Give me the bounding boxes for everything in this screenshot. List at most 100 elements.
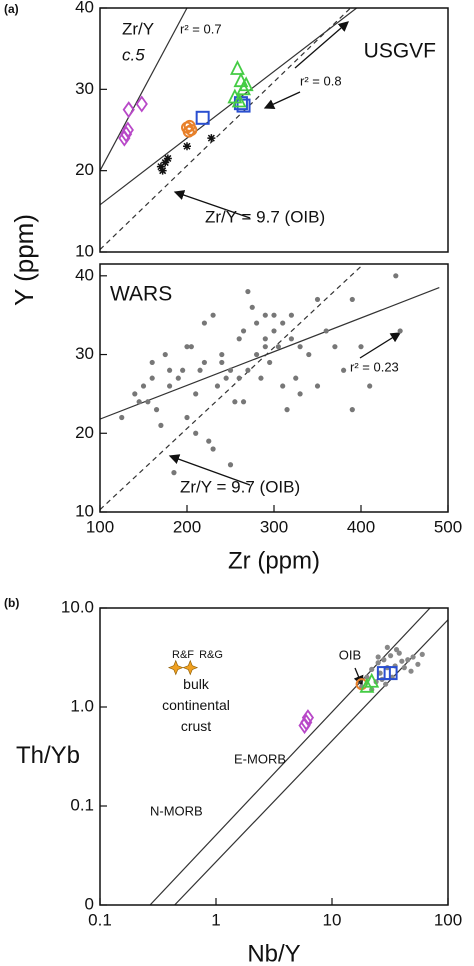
point: [245, 288, 251, 295]
point: [288, 336, 294, 342]
point: [118, 129, 131, 147]
panel-label: (a): [4, 2, 19, 16]
x-tick-label: 10: [323, 910, 342, 929]
point: [387, 653, 394, 659]
annotation: R&G: [199, 649, 223, 661]
point: [314, 383, 321, 389]
point: [419, 651, 425, 657]
point: [171, 470, 177, 476]
point: [236, 98, 251, 113]
point: [140, 383, 147, 389]
point: [145, 399, 151, 405]
point: [236, 375, 242, 381]
point: [349, 407, 355, 413]
point: [249, 304, 255, 310]
point: [230, 59, 245, 75]
point: [149, 359, 155, 366]
point: [369, 666, 375, 672]
x-axis-label: Nb/Y: [247, 940, 300, 966]
y-tick-label: 10.0: [61, 597, 94, 616]
point: [297, 344, 303, 350]
x-tick-label: 200: [173, 517, 201, 536]
point: [314, 296, 321, 303]
point: [364, 672, 380, 688]
annotation: Zr/Y = 9.7 (OIB): [180, 477, 300, 496]
point: [408, 668, 414, 674]
point: [119, 125, 133, 143]
arrows: [168, 21, 402, 687]
x-tick-label: 100: [86, 517, 114, 536]
x-tick-label: 1: [211, 910, 220, 929]
x-tick-label: 100: [434, 910, 462, 929]
point: [156, 162, 165, 171]
y-tick-label: 40: [75, 265, 94, 284]
point: [219, 359, 225, 366]
y-tick-label: 0.1: [70, 795, 94, 814]
annotation: r² = 0.23: [350, 359, 399, 374]
point: [182, 659, 199, 676]
annotation: bulk continental crust: [162, 676, 230, 734]
point: [262, 344, 268, 350]
point: [193, 391, 199, 397]
point: [375, 654, 381, 660]
annotation: c.5: [122, 45, 145, 64]
point: [158, 422, 164, 428]
point: [167, 659, 184, 676]
point: [393, 273, 399, 279]
point: [397, 328, 403, 334]
x-tick-label: 500: [434, 517, 462, 536]
y-axis-label: Y (ppm): [9, 214, 39, 306]
arrow: [294, 21, 349, 69]
point: [219, 351, 225, 358]
x-tick-label: 300: [260, 517, 288, 536]
point: [206, 438, 212, 444]
y-tick-label: 0: [85, 894, 94, 913]
point: [359, 677, 375, 693]
x-tick-label: 400: [347, 517, 375, 536]
annotation: r² = 0.7: [180, 21, 222, 36]
point: [280, 320, 286, 326]
point: [271, 328, 277, 334]
y-tick-label: 30: [75, 344, 94, 363]
point: [201, 359, 207, 366]
point: [182, 125, 195, 138]
point: [280, 383, 286, 389]
point: [158, 166, 167, 175]
plot-area: [100, 265, 440, 511]
annotation: r² = 0.8: [300, 73, 342, 88]
point: [358, 344, 364, 350]
plot-frame: [99, 7, 449, 253]
point: [167, 367, 173, 373]
plot-frame: [99, 607, 449, 906]
point: [210, 446, 216, 452]
point: [254, 351, 260, 358]
point: [288, 312, 294, 318]
point: [332, 344, 338, 350]
point: [396, 650, 402, 656]
point: [227, 367, 234, 373]
arrow: [263, 91, 301, 109]
point: [149, 375, 155, 381]
point: [262, 312, 268, 318]
point: [275, 344, 281, 350]
point: [161, 158, 170, 167]
point: [119, 414, 125, 421]
reference-line: [100, 8, 351, 250]
point: [383, 666, 398, 681]
point: [384, 644, 390, 650]
point: [227, 462, 234, 468]
point: [238, 76, 254, 92]
y-tick-label: 1.0: [70, 696, 94, 715]
point: [364, 674, 370, 680]
point: [197, 367, 203, 373]
point: [236, 336, 242, 342]
reference-line: [174, 619, 448, 905]
point: [193, 430, 199, 436]
y-tick-label: 20: [75, 423, 94, 442]
point: [306, 351, 312, 358]
point: [231, 92, 247, 108]
point: [180, 367, 186, 373]
point: [284, 407, 290, 413]
point: [341, 367, 347, 373]
point: [188, 344, 194, 350]
